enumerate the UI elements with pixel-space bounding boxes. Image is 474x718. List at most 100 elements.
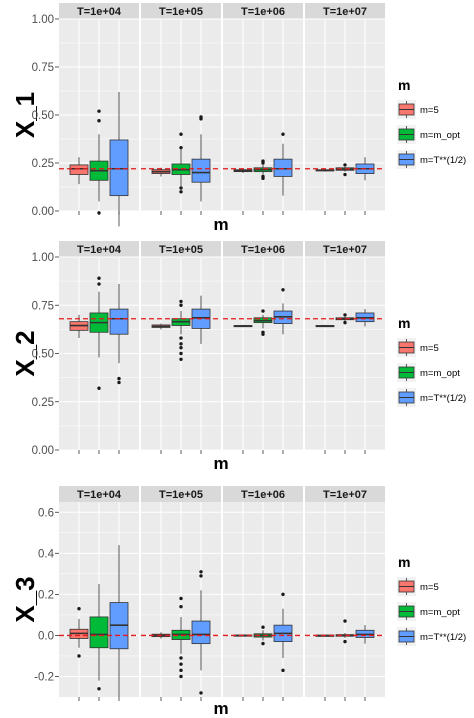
legend-label: m=m_opt (420, 607, 460, 618)
facet-strip (223, 3, 303, 19)
y-tick-label: 0.50 (32, 349, 54, 361)
outlier-point (261, 309, 265, 313)
legend-item: m=5 (397, 577, 439, 596)
outlier-point (199, 691, 203, 695)
boxplot (69, 607, 89, 658)
outlier-point (281, 288, 285, 292)
chart-3: X_3 -0.2 0.0 0.2 0.4 0.6 m T=1e+04 T=1e+05 T=1e+0… (10, 486, 466, 718)
facet-strip (223, 241, 303, 257)
legend-label: m=m_opt (420, 368, 460, 379)
facet-title: T=1e+07 (323, 489, 367, 501)
legend-label: m=T**(1/2) (420, 393, 466, 404)
boxplot (355, 625, 375, 644)
legend-item: m=5 (397, 338, 439, 357)
chart-2: X_2 0.00 0.25 0.50 0.75 1.00 m T=1e+04 T=1e+05 T=… (10, 241, 466, 473)
legend-title: m (398, 315, 410, 331)
box-iqr (69, 164, 89, 175)
y-tick-label: 0.25 (32, 397, 54, 409)
facet-panel: T=1e+07 (305, 3, 385, 215)
legend-label: m=5 (420, 105, 439, 116)
outlier-point (261, 641, 265, 646)
y-tick-label: 0.75 (32, 300, 54, 312)
outlier-point (343, 163, 347, 167)
legend: m m=5 m=m_opt m=T**(1/2) (397, 77, 466, 169)
outlier-point (179, 336, 183, 340)
y-axis-title: X_2 (10, 330, 40, 376)
y-tick-label: 1.00 (32, 252, 54, 264)
boxplot (253, 159, 273, 181)
facet-strip (141, 3, 221, 19)
boxplot (151, 323, 171, 330)
outlier-point (179, 357, 183, 361)
outlier-point (179, 303, 183, 307)
legend-item: m=m_opt (397, 363, 460, 382)
legend-title: m (398, 554, 410, 570)
chart-1: X_1 0.00 0.25 0.50 0.75 1.00 m T=1e+04 T=1e+05 T=… (10, 3, 466, 234)
x-axis-title: m (213, 699, 228, 718)
facet-title: T=1e+06 (241, 6, 285, 18)
legend: m m=5 m=m_opt m=T**(1/2) (397, 315, 466, 407)
legend-item: m=m_opt (397, 602, 460, 621)
outlier-point (97, 109, 101, 113)
facet-strip (305, 241, 385, 257)
y-tick-label: 0.6 (38, 507, 54, 519)
boxplot (89, 109, 109, 215)
boxplot (89, 276, 109, 390)
legend-label: m=m_opt (420, 130, 460, 141)
boxplot (273, 592, 293, 673)
facet-title: T=1e+05 (159, 489, 203, 501)
outlier-point (343, 639, 347, 644)
facet-panel: T=1e+06 (223, 3, 303, 215)
boxplot (191, 115, 211, 202)
outlier-point (97, 276, 101, 280)
facet-panel: T=1e+05 (141, 241, 221, 454)
outlier-point (199, 117, 203, 121)
facet-strip (59, 486, 139, 502)
outlier-point (179, 351, 183, 356)
facet-panel: T=1e+05 (141, 486, 221, 701)
facet-panel: T=1e+06 (223, 486, 303, 701)
y-axis-title: X_3 (10, 576, 40, 622)
facet-strip (305, 486, 385, 502)
outlier-point (281, 132, 285, 136)
legend-item: m=T**(1/2) (397, 388, 466, 407)
x-axis-title: m (213, 215, 228, 234)
facet-strip (59, 3, 139, 19)
y-tick-label: 0.2 (38, 589, 54, 601)
y-tick-label: 0.00 (32, 445, 54, 457)
facet-title: T=1e+07 (323, 244, 367, 256)
boxplot (355, 309, 375, 327)
outlier-point (179, 190, 183, 194)
box-iqr (109, 308, 129, 335)
outlier-point (261, 176, 265, 181)
boxplot (191, 570, 211, 695)
boxplot (109, 545, 129, 697)
boxplot (315, 169, 335, 172)
facet-strip (59, 241, 139, 257)
outlier-point (343, 619, 347, 623)
legend-label: m=T**(1/2) (420, 632, 466, 643)
outlier-point (343, 313, 347, 317)
outlier-point (281, 592, 285, 597)
boxplot (233, 324, 253, 328)
outlier-point (179, 656, 183, 660)
facet-panel: T=1e+06 (223, 241, 303, 454)
outlier-point (261, 625, 265, 629)
outlier-point (199, 570, 203, 574)
boxplot (109, 91, 129, 227)
outlier-point (97, 119, 101, 123)
facet-panel: T=1e+04 (59, 3, 139, 227)
outlier-point (77, 654, 81, 658)
y-tick-label: 0.4 (38, 548, 55, 560)
outlier-point (97, 687, 101, 691)
facet-strip (141, 241, 221, 257)
box-iqr (273, 158, 293, 177)
outlier-point (179, 346, 183, 350)
outlier-point (97, 386, 101, 390)
facet-title: T=1e+04 (77, 244, 122, 256)
y-tick-label: 0.25 (32, 158, 54, 170)
y-tick-label: 0.75 (32, 62, 54, 74)
y-tick-label: 1.00 (32, 14, 54, 26)
boxplot (89, 584, 109, 691)
